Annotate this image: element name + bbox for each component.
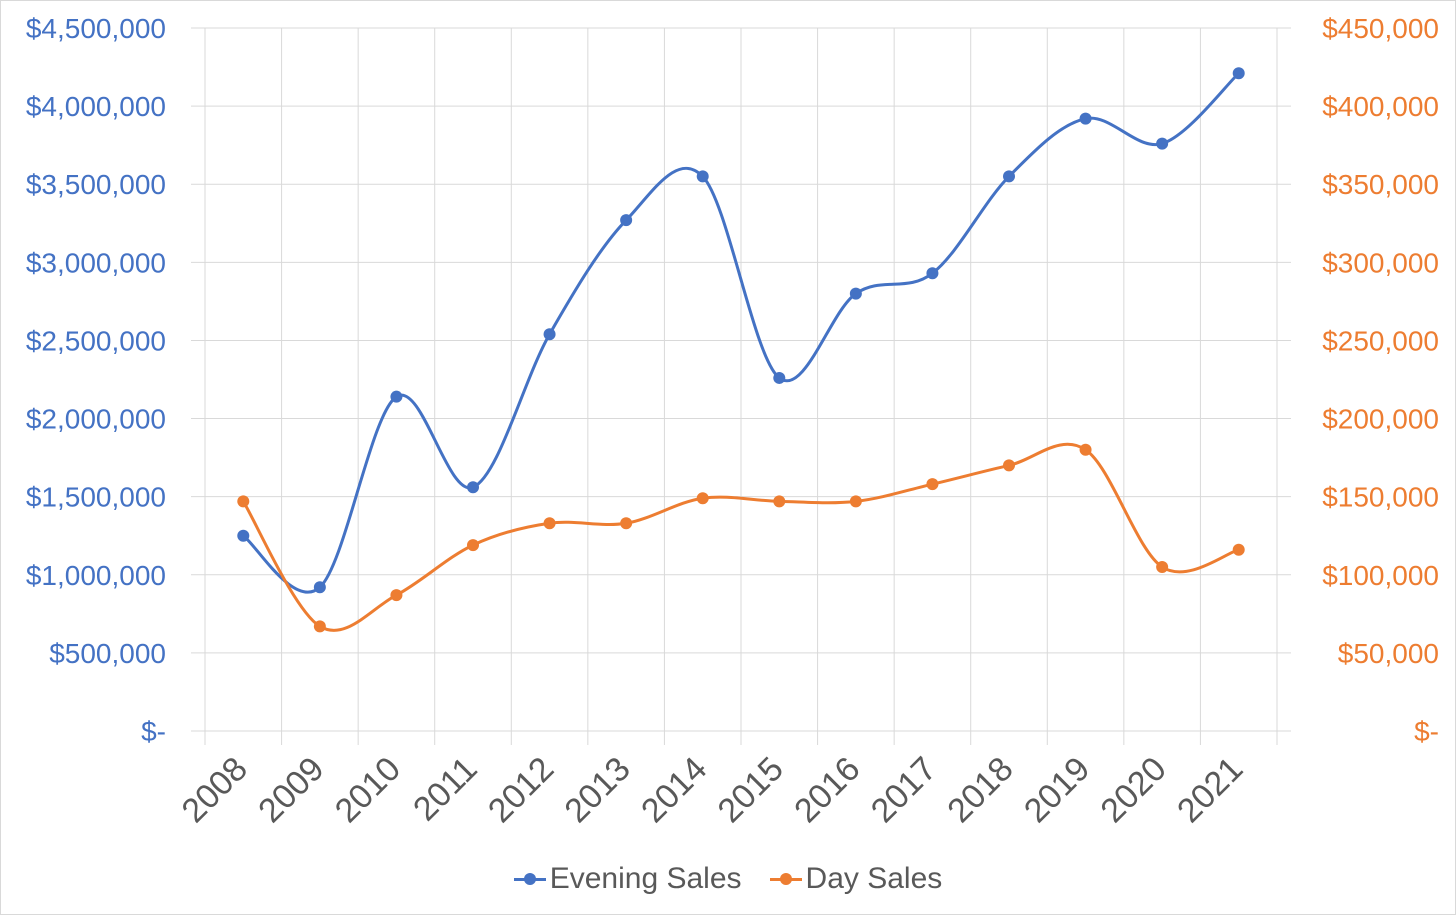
x-tick-label: 2016	[787, 750, 867, 830]
data-point-day-sales	[237, 495, 250, 508]
data-point-evening-sales	[1079, 112, 1092, 125]
data-point-evening-sales	[620, 214, 633, 227]
left-y-tick-label: $4,500,000	[26, 13, 166, 44]
legend-label-evening-sales: Evening Sales	[549, 862, 742, 895]
left-y-tick-label: $-	[141, 716, 166, 747]
day-sales-swatch	[769, 872, 802, 886]
data-point-day-sales	[1079, 443, 1092, 456]
data-point-day-sales	[1003, 459, 1015, 472]
legend-label-day-sales: Day Sales	[805, 862, 943, 895]
x-tick-label: 2015	[711, 750, 791, 830]
left-y-tick-label: $3,500,000	[26, 169, 166, 200]
right-y-tick-label: $200,000	[1322, 404, 1439, 435]
x-tick-label: 2019	[1017, 750, 1097, 830]
data-point-evening-sales	[1003, 170, 1015, 183]
data-point-evening-sales	[849, 287, 862, 300]
data-point-day-sales	[926, 478, 939, 491]
data-point-evening-sales	[926, 267, 939, 280]
left-y-tick-label: $1,500,000	[26, 482, 166, 513]
data-point-evening-sales	[390, 390, 403, 403]
data-point-day-sales	[543, 517, 556, 530]
data-point-day-sales	[849, 495, 862, 508]
x-tick-label: 2021	[1170, 750, 1250, 830]
right-y-tick-label: $100,000	[1322, 560, 1439, 591]
left-y-tick-label: $3,000,000	[26, 247, 166, 278]
x-tick-label: 2009	[251, 750, 331, 830]
x-tick-label: 2012	[481, 750, 561, 830]
data-point-day-sales	[390, 589, 403, 602]
right-y-tick-label: $250,000	[1322, 325, 1439, 356]
data-point-evening-sales	[1232, 67, 1245, 80]
x-tick-label: 2014	[634, 750, 714, 830]
data-point-evening-sales	[237, 529, 250, 542]
x-tick-label: 2013	[557, 750, 637, 830]
left-y-tick-label: $1,000,000	[26, 560, 166, 591]
right-y-tick-label: $150,000	[1322, 482, 1439, 513]
data-point-day-sales	[1232, 543, 1245, 556]
data-point-evening-sales	[467, 481, 479, 494]
data-point-day-sales	[467, 539, 479, 552]
x-tick-label: 2010	[328, 750, 408, 830]
data-point-evening-sales	[543, 328, 556, 341]
data-point-day-sales	[696, 492, 709, 505]
right-y-tick-label: $450,000	[1322, 13, 1439, 44]
x-tick-label: 2017	[864, 750, 944, 830]
x-tick-label: 2008	[175, 750, 255, 830]
right-y-tick-label: $-	[1414, 716, 1439, 747]
data-point-evening-sales	[1156, 137, 1169, 150]
data-point-day-sales	[313, 620, 326, 633]
data-point-evening-sales	[696, 170, 709, 183]
legend-item-evening-sales: Evening Sales	[513, 862, 742, 896]
right-y-tick-label: $400,000	[1322, 91, 1439, 122]
data-point-day-sales	[620, 517, 633, 530]
x-tick-label: 2018	[940, 750, 1020, 830]
data-point-evening-sales	[313, 581, 326, 594]
right-y-tick-label: $300,000	[1322, 247, 1439, 278]
data-point-evening-sales	[773, 371, 786, 384]
left-y-tick-label: $500,000	[49, 638, 166, 669]
evening-sales-swatch	[513, 872, 546, 886]
x-tick-label: 2011	[406, 750, 485, 829]
right-y-tick-label: $350,000	[1322, 169, 1439, 200]
x-tick-label: 2020	[1093, 750, 1173, 830]
legend-item-day-sales: Day Sales	[769, 862, 943, 896]
left-y-tick-label: $2,000,000	[26, 404, 166, 435]
left-y-tick-label: $2,500,000	[26, 325, 166, 356]
data-point-day-sales	[773, 495, 786, 508]
left-y-tick-label: $4,000,000	[26, 91, 166, 122]
data-point-day-sales	[1156, 560, 1169, 573]
right-y-tick-label: $50,000	[1338, 638, 1439, 669]
legend: Evening Sales Day Sales	[1, 857, 1455, 901]
